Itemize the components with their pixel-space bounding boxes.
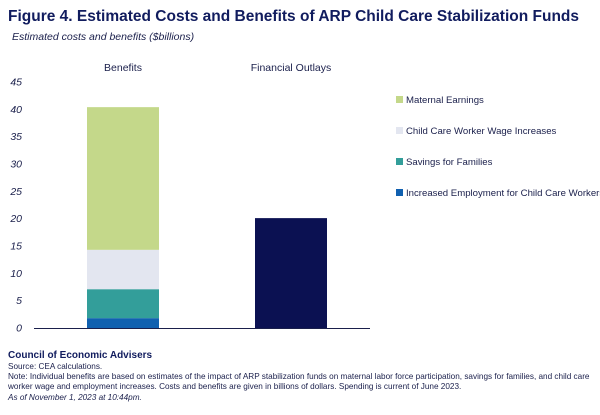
footer-organization: Council of Economic Advisers [8, 350, 153, 361]
legend-label: Child Care Worker Wage Increases [406, 126, 557, 137]
footer-note: Note: Individual benefits are based on e… [8, 372, 590, 392]
legend-label: Savings for Families [406, 157, 493, 168]
bar-segment [87, 289, 159, 319]
legend-label: Maternal Earnings [406, 95, 484, 106]
bar-segment [87, 249, 159, 290]
bars [87, 107, 327, 328]
chart-title: Figure 4. Estimated Costs and Benefits o… [8, 8, 579, 25]
legend: Maternal Earnings Child Care Worker Wage … [396, 95, 600, 199]
chart-subtitle: Estimated costs and benefits ($billions) [12, 31, 195, 43]
legend-swatch [396, 189, 403, 196]
footer-source: Source: CEA calculations. [8, 362, 103, 371]
y-tick-label: 35 [10, 131, 22, 143]
stacked-bar-chart: 0 5 10 15 20 25 30 35 40 45 Benefits Financial Out… [9, 62, 600, 335]
legend-swatch [396, 158, 403, 165]
y-tick-label: 15 [10, 241, 22, 253]
y-tick-label: 10 [10, 268, 22, 280]
y-tick-label: 25 [9, 186, 22, 198]
y-axis: 0 5 10 15 20 25 30 35 40 45 [9, 77, 370, 335]
bar-segment [87, 318, 159, 328]
legend-swatch [396, 96, 403, 103]
y-tick-label: 20 [9, 213, 22, 225]
bar-segment [87, 107, 159, 250]
y-tick-label: 45 [10, 77, 22, 89]
category-label: Financial Outlays [251, 62, 332, 74]
y-tick-label: 0 [16, 323, 22, 335]
y-tick-label: 30 [10, 159, 22, 171]
chart-footer: Council of Economic Advisers Source: CEA… [8, 349, 594, 403]
category-label: Benefits [104, 62, 142, 74]
bar-segment [255, 218, 327, 328]
legend-swatch [396, 127, 403, 134]
y-tick-label: 40 [10, 104, 22, 116]
x-axis-labels: Benefits Financial Outlays [104, 62, 331, 74]
y-tick-label: 5 [16, 295, 22, 307]
footer-as-of: As of November 1, 2023 at 10:44pm. [8, 392, 142, 402]
legend-label: Increased Employment for Child Care Work… [406, 188, 600, 199]
